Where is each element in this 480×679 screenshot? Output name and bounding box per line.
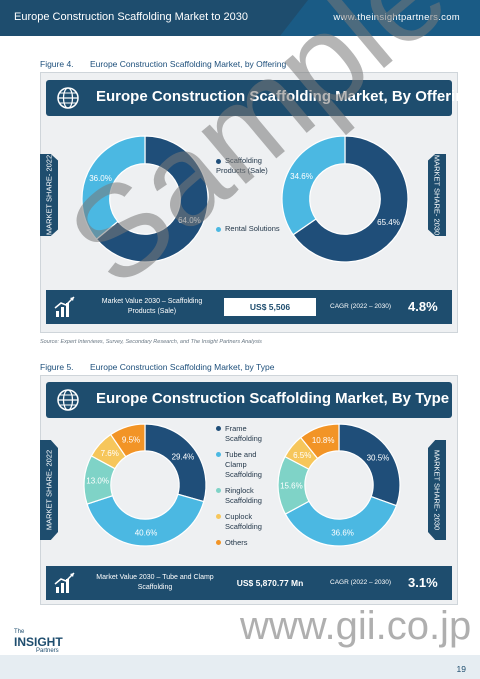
figure5-footer-label: Market Value 2030 – Tube and Clamp Scaff… — [96, 574, 214, 591]
figure5-panel-title: Europe Construction Scaffolding Market, … — [96, 390, 450, 407]
legend-label: Frame Scaffolding — [225, 424, 262, 443]
legend-label: Cuplock Scaffolding — [225, 512, 262, 531]
figure5-footer: Market Value 2030 – Tube and Clamp Scaff… — [46, 566, 452, 600]
legend-swatch — [216, 226, 221, 232]
data-label: 7.6% — [101, 449, 119, 458]
legend-swatch — [216, 158, 221, 164]
figure5-left-tab: MARKET SHARE- 2022 — [40, 440, 58, 540]
growth-chart-icon — [54, 296, 75, 317]
bottom-strip — [0, 655, 480, 679]
figure5-market-value: US$ 5,870.77 Mn — [236, 578, 304, 588]
figure5-label: Figure 5. — [40, 362, 74, 372]
figure4-footer: Market Value 2030 – Scaffolding Products… — [46, 290, 452, 324]
figure5-legend-item: Cuplock Scaffolding — [216, 512, 274, 532]
figure4-legend-item: Scaffolding Products (Sale) — [216, 156, 286, 176]
figure5-donut-2022: 29.4% 40.6% 13.0% 7.6%9.5% — [83, 423, 207, 547]
logo-line2: INSIGHT — [14, 635, 63, 649]
gii-watermark: www.gii.co.jp — [240, 604, 472, 648]
legend-swatch — [216, 514, 221, 519]
figure4-right-tab-label: MARKET SHARE- 2030 — [432, 154, 442, 236]
figure5-right-tab-label: MARKET SHARE- 2030 — [432, 449, 442, 531]
figure4-cagr-value: 4.8% — [408, 299, 438, 314]
source-note: Source: Expert Interviews, Survey, Secon… — [40, 339, 262, 345]
insight-partners-logo: The INSIGHT Partners — [14, 629, 63, 655]
donut-slice — [299, 423, 340, 460]
figure4-left-tab-label: MARKET SHARE- 2022 — [44, 154, 54, 236]
legend-label: Rental Solutions — [225, 224, 280, 233]
legend-label: Tube and Clamp Scaffolding — [225, 450, 262, 479]
figure5-left-tab-label: MARKET SHARE- 2022 — [44, 449, 54, 531]
donut-slice — [86, 493, 205, 547]
page-number: 19 — [456, 664, 466, 674]
donut-slice — [95, 135, 209, 263]
legend-swatch — [216, 426, 221, 431]
figure5-legend: Frame Scaffolding Tube and Clamp Scaffol… — [216, 424, 274, 548]
data-label: 29.4% — [172, 452, 195, 461]
figure5-legend-item: Ringlock Scaffolding — [216, 486, 274, 506]
figure4-legend: Scaffolding Products (Sale) Rental Solut… — [216, 156, 286, 234]
data-label: 13.0% — [86, 477, 109, 486]
figure5-legend-item: Others — [216, 538, 274, 548]
figure4-market-value: US$ 5,506 — [224, 298, 316, 316]
figure4-right-tab: MARKET SHARE- 2030 — [428, 154, 446, 236]
donut-slice — [109, 423, 146, 458]
top-header-accent — [280, 0, 480, 36]
donut-slice — [292, 135, 409, 263]
logo-line1: The — [14, 629, 25, 635]
figure5-cagr-label: CAGR (2022 – 2030) — [330, 579, 392, 586]
figure4-left-tab: MARKET SHARE- 2022 — [40, 154, 58, 236]
legend-swatch — [216, 540, 221, 545]
figure5-header: Europe Construction Scaffolding Market, … — [46, 382, 452, 418]
legend-swatch — [216, 452, 221, 457]
figure5-legend-item: Frame Scaffolding — [216, 424, 274, 444]
globe-icon — [57, 87, 79, 109]
data-label: 64.0% — [178, 216, 201, 225]
figure4-caption: Europe Construction Scaffolding Market, … — [90, 59, 287, 69]
legend-label: Ringlock Scaffolding — [225, 486, 262, 505]
figure4-legend-item: Rental Solutions — [216, 224, 286, 234]
legend-label: Others — [225, 538, 248, 547]
figure5-right-tab: MARKET SHARE- 2030 — [428, 440, 446, 540]
donut-slice — [284, 495, 398, 547]
legend-label: Scaffolding Products (Sale) — [216, 156, 268, 175]
data-label: 10.8% — [312, 436, 335, 445]
donut-slice — [281, 135, 346, 236]
donut-slice — [144, 423, 207, 503]
data-label: 9.5% — [122, 436, 140, 445]
data-label: 65.4% — [377, 218, 400, 227]
data-label: 40.6% — [135, 529, 158, 538]
figure5-cagr-value: 3.1% — [408, 575, 438, 590]
figure5-donut-2030: 30.5% 36.6% 15.6% 6.5%10.8% — [277, 423, 401, 547]
data-label: 15.6% — [280, 481, 303, 490]
figure4-donut-2030: 65.4% 34.6% — [281, 135, 409, 263]
data-label: 30.5% — [367, 454, 390, 463]
data-label: 6.5% — [293, 451, 311, 460]
figure4-cagr-label: CAGR (2022 – 2030) — [330, 303, 392, 310]
donut-slice — [81, 135, 146, 241]
data-label: 36.0% — [89, 174, 112, 183]
figure4-panel-title: Europe Construction Scaffolding Market, … — [96, 88, 474, 105]
data-label: 36.6% — [331, 528, 354, 537]
legend-swatch — [216, 488, 221, 493]
figure4-footer-label: Market Value 2030 – Scaffolding Products… — [101, 298, 203, 315]
data-label: 34.6% — [290, 172, 313, 181]
logo-line3: Partners — [36, 648, 59, 654]
globe-icon — [57, 389, 79, 411]
figure4-donut-2022: 64.0% 36.0% — [81, 135, 209, 263]
figure4-header: Europe Construction Scaffolding Market, … — [46, 80, 474, 116]
document-title: Europe Construction Scaffolding Market t… — [14, 11, 248, 23]
figure5-caption: Europe Construction Scaffolding Market, … — [90, 362, 275, 372]
growth-chart-icon — [54, 572, 75, 593]
figure4-label: Figure 4. — [40, 59, 74, 69]
figure5-legend-item: Tube and Clamp Scaffolding — [216, 450, 274, 480]
website-link[interactable]: www.theinsightpartners.com — [333, 12, 460, 23]
donut-slice — [338, 423, 401, 507]
